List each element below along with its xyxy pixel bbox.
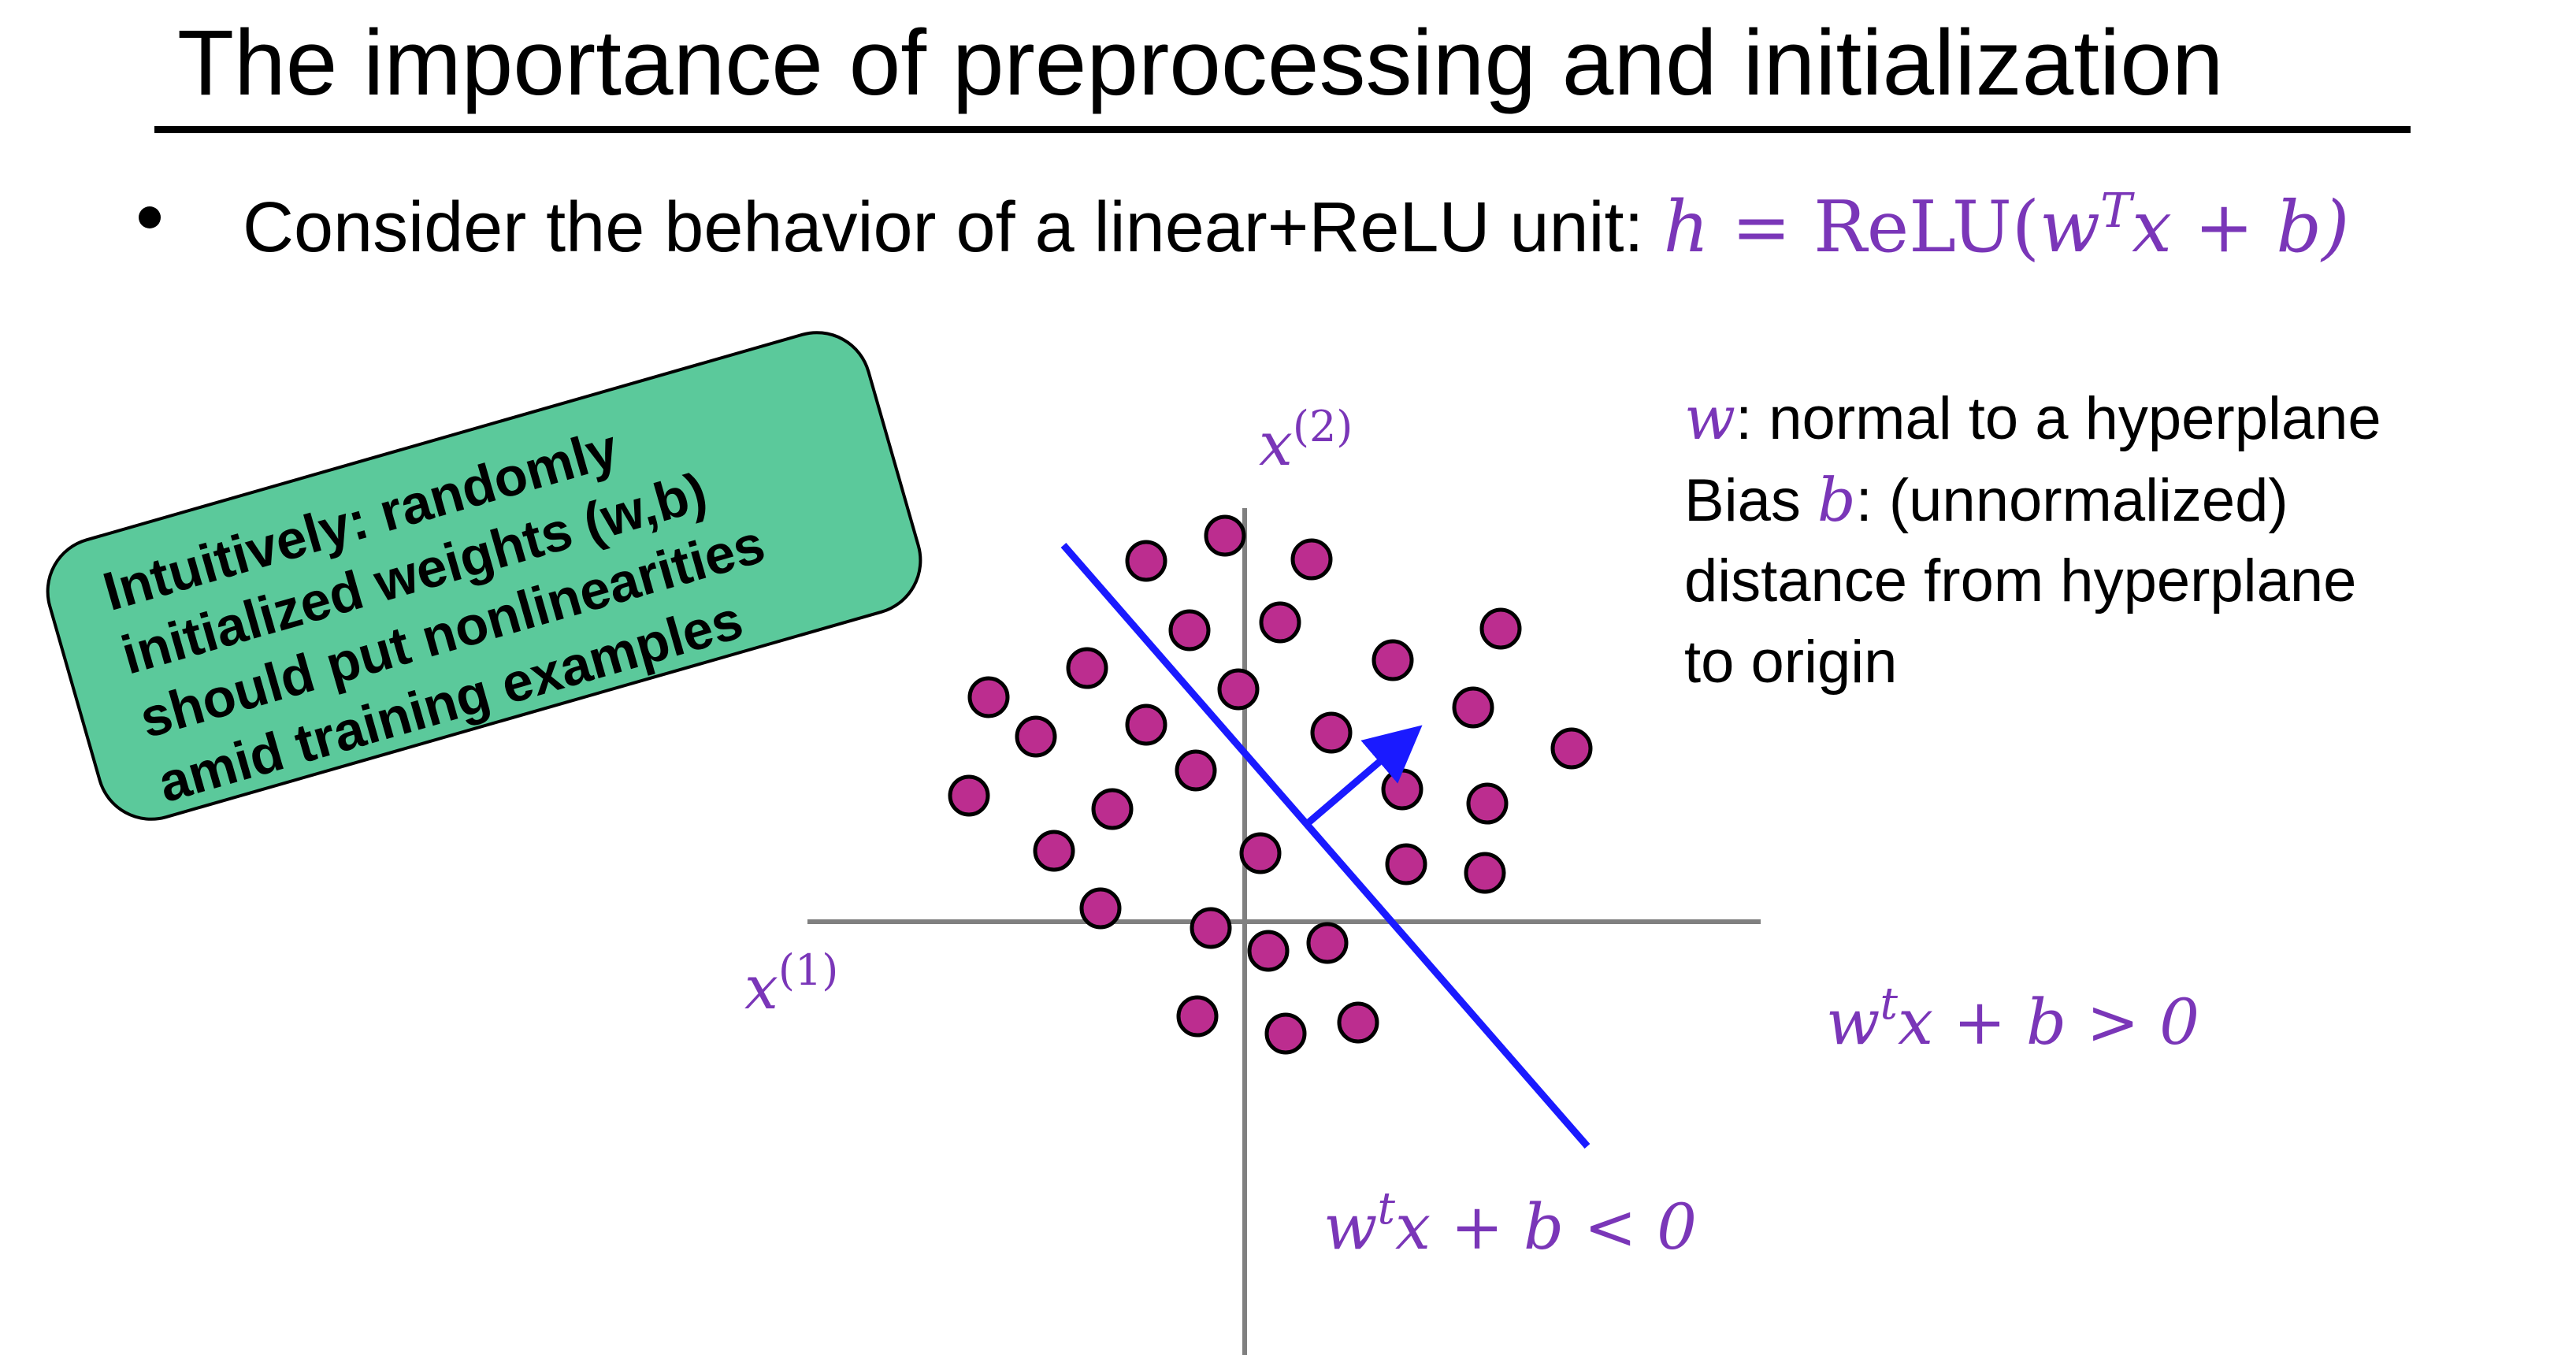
training-point xyxy=(1175,749,1217,792)
training-point xyxy=(1337,1001,1379,1044)
training-point xyxy=(1066,647,1108,689)
relu-equation: h = ReLU(wTx + b) xyxy=(1663,184,2350,269)
training-point xyxy=(1452,686,1494,729)
title-divider xyxy=(154,126,2411,133)
x1-axis-label: x(1) xyxy=(744,945,838,1023)
training-point xyxy=(1033,830,1075,872)
training-point xyxy=(1091,788,1134,830)
training-point xyxy=(1372,639,1414,681)
page-title: The importance of preprocessing and init… xyxy=(177,11,2224,115)
training-point xyxy=(1306,922,1349,964)
training-point xyxy=(1479,607,1522,650)
hyperplane-line xyxy=(1060,543,1591,1149)
training-point xyxy=(1550,727,1593,770)
training-point xyxy=(1190,907,1232,949)
training-point xyxy=(1264,1012,1307,1055)
training-point xyxy=(1310,711,1353,754)
x2-axis-label: x(2) xyxy=(1259,402,1353,479)
negative-region-label: wtx + b < 0 xyxy=(1323,1183,1697,1264)
training-point xyxy=(1125,540,1167,582)
bullet-text: Consider the behavior of a linear+ReLU u… xyxy=(243,183,2349,270)
bullet-sentence: Consider the behavior of a linear+ReLU u… xyxy=(243,188,1664,267)
training-point xyxy=(1217,668,1260,711)
positive-region-label: wtx + b > 0 xyxy=(1826,978,2199,1059)
training-points xyxy=(948,514,1593,1055)
training-point xyxy=(1079,887,1122,930)
training-point xyxy=(1239,832,1282,874)
training-point xyxy=(1381,768,1423,811)
training-point xyxy=(1466,782,1509,825)
training-point xyxy=(1015,715,1057,758)
training-point xyxy=(1259,601,1301,644)
side-notes: w: normal to a hyperplane Bias b: (unnor… xyxy=(1684,383,2381,696)
training-point xyxy=(948,774,990,817)
training-point xyxy=(1247,930,1290,972)
training-point xyxy=(1385,843,1427,885)
training-point xyxy=(1204,514,1246,557)
training-point xyxy=(967,676,1010,718)
normal-vector-arrow xyxy=(1305,725,1423,826)
training-point xyxy=(1125,703,1167,746)
training-point xyxy=(1168,609,1211,652)
training-point xyxy=(1290,538,1333,581)
bullet-marker xyxy=(139,206,161,228)
training-point xyxy=(1176,995,1219,1038)
training-point xyxy=(1464,852,1506,894)
